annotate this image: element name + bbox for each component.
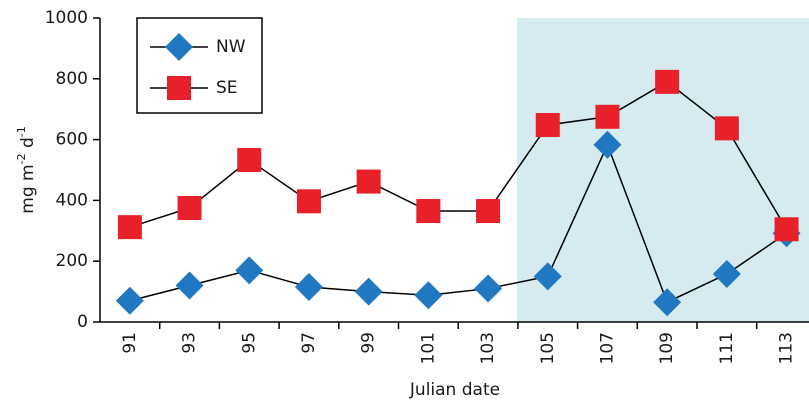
y-tick-label: 1000 <box>45 8 88 28</box>
marker <box>356 169 381 194</box>
marker <box>416 199 441 224</box>
highlight-region <box>517 18 809 322</box>
x-tick-label: 107 <box>597 332 617 364</box>
marker <box>712 259 741 288</box>
marker <box>414 281 443 310</box>
marker <box>535 113 560 138</box>
marker <box>165 33 193 61</box>
y-label-sup: -2 <box>15 153 28 164</box>
marker <box>714 116 739 141</box>
x-tick-label: 105 <box>538 332 558 364</box>
marker <box>117 215 142 240</box>
x-tick-label: 111 <box>717 332 737 364</box>
marker <box>593 130 622 159</box>
marker <box>115 286 144 315</box>
x-tick-label: 93 <box>180 332 200 354</box>
y-tick-label: 400 <box>56 190 88 210</box>
marker <box>474 274 503 303</box>
x-tick-label: 103 <box>478 332 498 364</box>
legend-label: NW <box>216 37 246 57</box>
marker <box>653 288 682 317</box>
marker <box>774 217 799 242</box>
marker <box>533 262 562 291</box>
x-tick-label: 113 <box>777 332 797 364</box>
legend-label: SE <box>216 78 238 98</box>
x-tick-label: 97 <box>299 332 319 354</box>
x-tick-label: 99 <box>359 332 379 354</box>
x-tick-label: 95 <box>239 332 259 354</box>
marker <box>177 196 202 220</box>
x-tick-label: 109 <box>657 332 677 364</box>
y-axis-label: mg m-2 d-1 <box>15 126 38 213</box>
x-tick-label: 101 <box>418 332 438 364</box>
y-tick-label: 0 <box>77 312 88 332</box>
y-label-part: d <box>18 137 38 153</box>
marker <box>294 273 323 302</box>
y-tick-label: 600 <box>56 130 88 150</box>
marker <box>595 104 620 129</box>
y-tick-label: 800 <box>56 69 88 89</box>
x-axis-label: Julian date <box>409 380 500 400</box>
marker <box>354 277 383 306</box>
x-tick-label: 91 <box>120 332 140 354</box>
y-tick-label: 200 <box>56 251 88 271</box>
marker <box>167 76 191 100</box>
marker <box>476 199 501 224</box>
y-label-sup: -1 <box>15 126 28 137</box>
marker <box>296 189 321 214</box>
marker <box>655 69 680 94</box>
marker <box>235 256 264 285</box>
y-label-part: mg m <box>18 164 38 213</box>
marker <box>175 271 204 300</box>
marker <box>237 147 262 172</box>
legend <box>136 17 263 114</box>
